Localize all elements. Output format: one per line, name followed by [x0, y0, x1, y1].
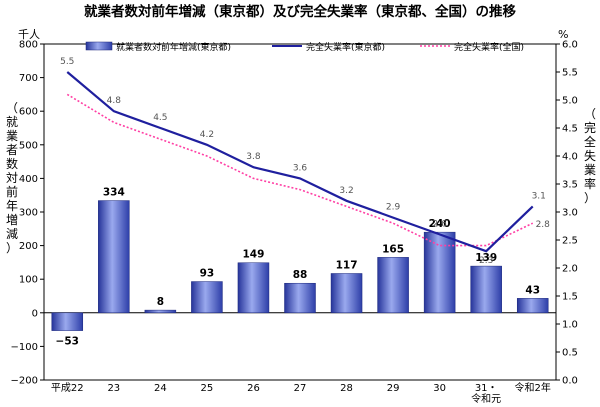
bar	[516, 298, 549, 314]
right-tick-label: 3.0	[562, 208, 578, 219]
left-tick-label: 500	[19, 140, 38, 151]
bar-value-label: 240	[429, 218, 451, 230]
right-tick-label: 2.0	[562, 264, 578, 275]
right-tick-label: 4.5	[562, 124, 578, 135]
left-tick-label: 400	[19, 174, 38, 185]
tokyo-rate-label: 2.3	[479, 256, 493, 266]
right-tick-label: 0.0	[562, 376, 578, 387]
tokyo-rate-label: 3.8	[246, 152, 261, 162]
tokyo-rate-label: 2.9	[386, 203, 401, 213]
tokyo-rate-label: 4.8	[107, 96, 122, 106]
bar-value-label: 43	[525, 284, 540, 296]
right-tick-label: 5.0	[562, 96, 578, 107]
legend-national-label: 完全失業率(全国)	[454, 41, 524, 53]
tokyo-rate-label: 3.1	[532, 191, 546, 201]
bar-value-label: 88	[293, 269, 308, 281]
left-tick-label: 100	[19, 275, 38, 286]
tokyo-rate-label: 5.5	[60, 57, 74, 67]
tokyo-rate-label: 4.5	[153, 113, 167, 123]
bar-value-label: 165	[382, 243, 404, 255]
national-rate-label: 2.8	[536, 220, 551, 230]
bar	[191, 281, 223, 314]
left-tick-label: 300	[19, 208, 38, 219]
x-tick-label: 令和2年	[515, 381, 551, 394]
x-tick-label: 23	[107, 383, 120, 394]
left-axis-unit: 千人	[18, 28, 40, 41]
bar	[377, 257, 409, 314]
left-tick-label: 800	[19, 40, 38, 51]
x-tick-label: 平成22	[51, 382, 84, 394]
right-tick-label: 3.5	[562, 180, 578, 191]
left-tick-label: 200	[19, 241, 38, 252]
bar-value-label: 149	[242, 249, 264, 261]
bar-value-label: 334	[103, 187, 125, 199]
legend-bar-swatch	[85, 41, 113, 51]
bar-value-label: 139	[475, 252, 497, 264]
plot-area: 800 700 600 500 400 300 200 100 0 −100 −200 6.0 5.5 5…	[6, 40, 596, 406]
tokyo-rate-label: 4.2	[200, 130, 214, 140]
x-tick-label: 28	[340, 383, 353, 394]
right-axis-title: （完全失業率）	[584, 107, 596, 205]
bar	[470, 265, 502, 314]
national-unemployment-line	[66, 93, 534, 247]
right-tick-label: 0.5	[562, 348, 578, 359]
left-tick-label: 700	[19, 73, 38, 84]
right-tick-label: 1.0	[562, 320, 578, 331]
x-tick-label: 26	[247, 383, 260, 394]
x-tick-label: 30	[433, 383, 446, 394]
bar	[98, 200, 130, 314]
bar	[330, 273, 363, 314]
legend-tokyo-label: 完全失業率(東京都)	[306, 41, 385, 53]
x-tick-label: 31・	[475, 383, 498, 394]
right-tick-label: 6.0	[562, 40, 578, 51]
bar	[51, 312, 84, 331]
x-tick-label: 29	[387, 383, 400, 394]
left-tick-label: 600	[19, 107, 38, 118]
left-tick-label: 0	[32, 308, 38, 319]
left-tick-label: −200	[11, 376, 38, 387]
right-axis-unit: %	[558, 28, 568, 41]
bar	[237, 262, 270, 314]
bar-value-label: 8	[157, 296, 164, 308]
bar	[423, 231, 456, 314]
bar	[284, 282, 316, 314]
legend-bar-label: 就業者数対前年増減(東京都)	[116, 41, 231, 53]
right-tick-label: 2.5	[562, 236, 578, 247]
tokyo-rate-label: 3.2	[339, 186, 353, 196]
bar-value-label: −53	[56, 336, 79, 348]
right-tick-label: 5.5	[562, 68, 578, 79]
x-tick-label: 令和元	[471, 392, 501, 405]
bar-value-label: 93	[200, 268, 215, 280]
x-tick-label: 24	[154, 383, 167, 394]
right-tick-label: 4.0	[562, 152, 578, 163]
x-tick-label: 27	[294, 383, 307, 394]
chart-title: 就業者数対前年増減（東京都）及び完全失業率（東京都、全国）の推移	[84, 3, 516, 20]
right-tick-label: 1.5	[562, 292, 578, 303]
bar	[144, 309, 177, 314]
tokyo-rate-label: 3.6	[293, 163, 308, 173]
x-tick-label: 25	[201, 383, 214, 394]
tokyo-unemployment-line	[66, 71, 534, 253]
left-tick-label: −100	[11, 342, 38, 353]
left-axis-title: （就業者数対前年増減）	[6, 101, 18, 255]
tokyo-rate-label: 2.6	[432, 219, 447, 229]
bar-value-label: 117	[336, 259, 358, 271]
